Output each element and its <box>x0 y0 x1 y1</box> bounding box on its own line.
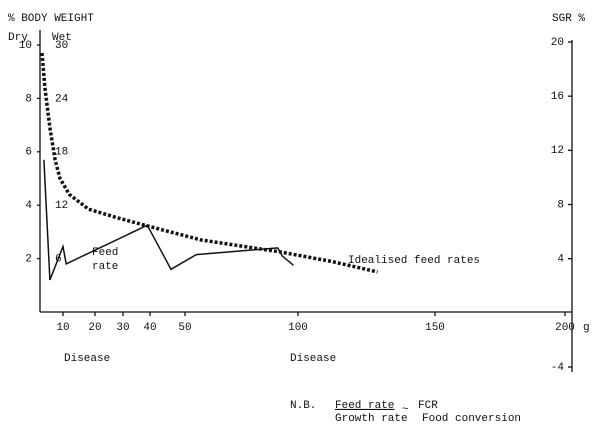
y2-tick-label: 12 <box>551 145 564 157</box>
dry-label: Dry <box>8 32 28 44</box>
series-line <box>43 159 294 281</box>
note-result: FCR <box>418 400 438 412</box>
y2-tick-label: 20 <box>551 37 564 49</box>
y-tick-label: 8 <box>25 93 32 105</box>
series-line <box>40 52 378 274</box>
x-tick-label: 20 <box>88 322 101 334</box>
x-tick-label: 100 <box>288 322 308 334</box>
x-tick-label: 50 <box>178 322 191 334</box>
x-tick-label: 200 <box>555 322 575 334</box>
x-tick-label: 40 <box>143 322 156 334</box>
y2-tick-label: 16 <box>551 91 564 103</box>
x-tick-label: 10 <box>56 322 69 334</box>
x-unit: g <box>583 322 590 334</box>
y-tick-label: 4 <box>25 200 32 212</box>
x-tick-label: 150 <box>425 322 445 334</box>
wet-tick-label: 18 <box>55 147 68 159</box>
wet-tick-label: 12 <box>55 200 68 212</box>
note-denominator: Growth rate <box>335 413 408 425</box>
note-result-label: Food conversion <box>422 413 521 425</box>
wet-tick-label: 30 <box>55 40 68 52</box>
wet-label: Wet <box>52 32 72 44</box>
annotation: Disease <box>64 353 110 365</box>
y2-title: SGR % <box>552 13 585 25</box>
note-numerator: Feed rate <box>335 400 394 412</box>
y-tick-label: 10 <box>19 40 32 52</box>
annotation: Disease <box>290 353 336 365</box>
wet-tick-label: 24 <box>55 93 69 105</box>
series-label: Feed rate <box>92 247 119 273</box>
y2-tick-label: 8 <box>557 199 564 211</box>
y2-tick-label: 4 <box>557 254 564 266</box>
series-label: Idealised feed rates <box>348 255 480 267</box>
y-tick-label: 2 <box>25 254 32 266</box>
y-tick-label: 6 <box>25 147 32 159</box>
note-nb: N.B. <box>290 400 316 412</box>
y2-tick-label: -4 <box>551 362 565 374</box>
y-title: % BODY WEIGHT <box>8 13 94 25</box>
note-approx: ~ <box>402 404 409 416</box>
x-tick-label: 30 <box>116 322 129 334</box>
